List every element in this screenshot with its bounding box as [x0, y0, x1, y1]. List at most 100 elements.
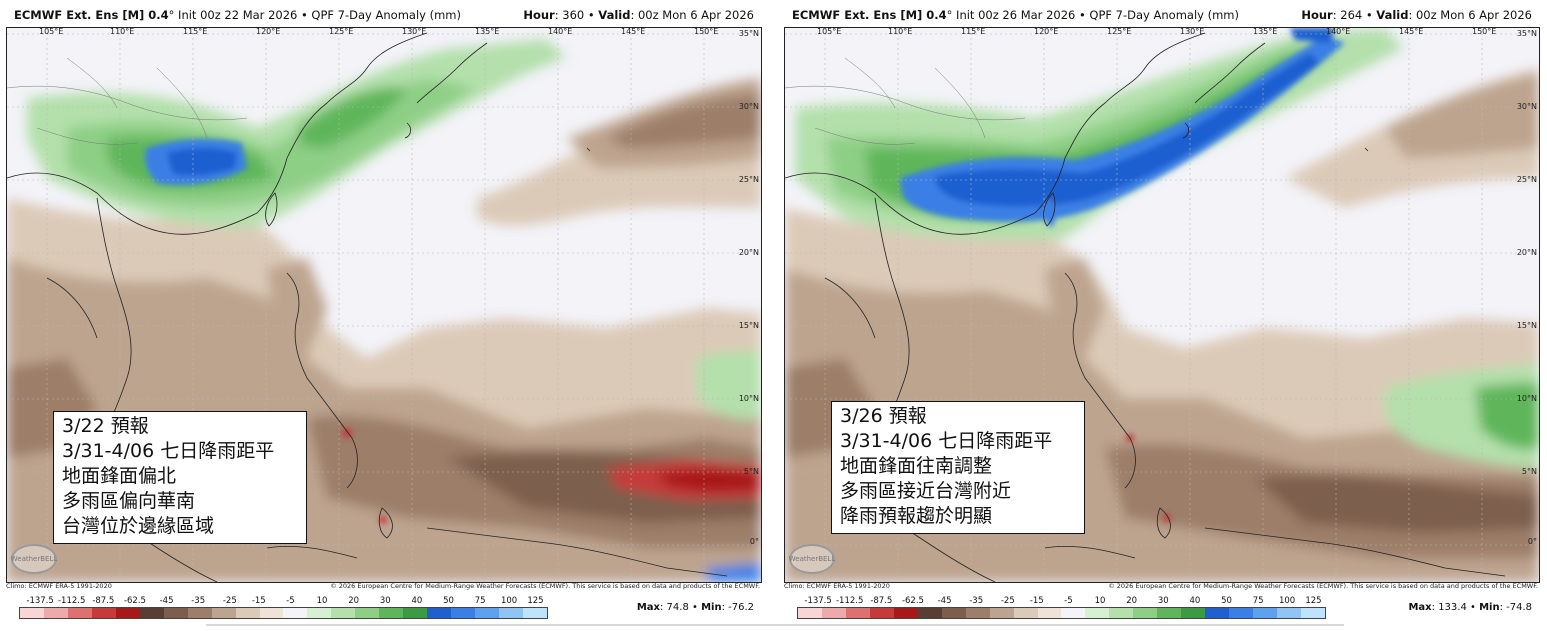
tick-label: 50	[1221, 596, 1232, 606]
tick-label: 125	[527, 596, 544, 606]
note-line: 3/31-4/06 七日降雨距平	[840, 430, 1053, 452]
max-label: Max	[636, 602, 660, 613]
lon-label: 115°E	[183, 27, 208, 36]
tick-label: -45	[159, 596, 174, 606]
tick-label: -5	[286, 596, 295, 606]
lon-label: 130°E	[402, 27, 427, 36]
note-line: 3/31-4/06 七日降雨距平	[62, 440, 275, 462]
tick-label: -35	[969, 596, 984, 606]
hour-value: : 360 •	[554, 8, 599, 22]
tick-label: 75	[1252, 596, 1264, 606]
max-min: Max: 74.8 • Min: -76.2	[637, 602, 754, 613]
tick-label: -62.5	[901, 596, 924, 606]
tick-label: 50	[443, 596, 454, 606]
valid-value: : 00z Mon 6 Apr 2026	[630, 8, 754, 22]
lon-label: 110°E	[110, 27, 135, 36]
tick-label: -112.5	[57, 596, 86, 606]
note-line: 多雨區接近台灣附近	[840, 480, 1012, 502]
tick-label: -15	[1029, 596, 1044, 606]
note-line: 地面鋒面偏北	[62, 465, 177, 487]
lat-label: 10°N	[738, 394, 759, 403]
lon-label: 105°E	[817, 27, 842, 36]
tick-label: -45	[937, 596, 952, 606]
tick-label: -25	[1000, 596, 1015, 606]
tick-label: 30	[379, 596, 391, 606]
init-info: ° Init 00z 26 Mar 2026 • QPF 7-Day Anoma…	[946, 8, 1239, 22]
lat-label: 25°N	[738, 175, 759, 184]
lat-label: 30°N	[1516, 102, 1537, 111]
map-panel-left: ECMWF Ext. Ens [M] 0.4° Init 00z 22 Mar …	[0, 0, 762, 631]
lat-label: 30°N	[738, 102, 759, 111]
tick-label: -62.5	[123, 596, 146, 606]
valid-label: Valid	[598, 8, 631, 22]
tick-label: 100	[1278, 596, 1296, 606]
climo-text: Climo: ECMWF ERA-5 1991-2020	[6, 582, 112, 590]
anomaly-map: 105°E 110°E 115°E 120°E 125°E 130°E 135°…	[6, 27, 762, 583]
colorbar	[19, 607, 548, 619]
note-line: 降雨預報趨於明顯	[840, 505, 993, 527]
note-line: 多雨區偏向華南	[62, 490, 196, 512]
model-name: ECMWF Ext. Ens [M] 0.4	[792, 8, 947, 22]
model-name: ECMWF Ext. Ens [M] 0.4	[14, 8, 169, 22]
note-line: 3/26 預報	[840, 405, 927, 427]
lat-label: 20°N	[738, 248, 759, 257]
panel-header: ECMWF Ext. Ens [M] 0.4° Init 00z 22 Mar …	[0, 8, 762, 26]
note-line: 3/22 預報	[62, 415, 149, 437]
weatherbell-logo: WeatherBELL	[11, 544, 57, 574]
lat-label: 5°N	[1521, 467, 1537, 476]
tick-label: -25	[222, 596, 237, 606]
map-panel-right: ECMWF Ext. Ens [M] 0.4° Init 00z 26 Mar …	[778, 0, 1540, 631]
valid-value: : 00z Mon 6 Apr 2026	[1408, 8, 1532, 22]
lat-label: 0°	[749, 537, 759, 546]
hour-label: Hour	[1301, 8, 1333, 22]
lat-label: 25°N	[1516, 175, 1537, 184]
init-info: ° Init 00z 22 Mar 2026 • QPF 7-Day Anoma…	[168, 8, 461, 22]
lat-label: 0°	[1527, 537, 1537, 546]
tick-label: 30	[1157, 596, 1169, 606]
lon-label: 115°E	[961, 27, 986, 36]
lon-label: 145°E	[1399, 27, 1424, 36]
note-line: 地面鋒面往南調整	[840, 455, 993, 477]
forecast-note: 3/22 預報 3/31-4/06 七日降雨距平 地面鋒面偏北 多雨區偏向華南 …	[53, 411, 307, 544]
tick-label: 10	[316, 596, 328, 606]
tick-label: -87.5	[870, 596, 893, 606]
lon-label: 135°E	[475, 27, 500, 36]
lon-label: 150°E	[694, 27, 719, 36]
max-value: : 74.8 •	[660, 602, 702, 613]
lon-label: 125°E	[1107, 27, 1132, 36]
max-min: Max: 133.4 • Min: -74.8	[1408, 602, 1532, 613]
max-value: : 133.4 •	[1431, 602, 1480, 613]
tick-label: -87.5	[92, 596, 115, 606]
lat-label: 20°N	[1516, 248, 1537, 257]
lon-label: 150°E	[1472, 27, 1497, 36]
min-value: : -74.8	[1499, 602, 1532, 613]
tick-label: -15	[251, 596, 266, 606]
colorbar	[797, 607, 1326, 619]
tick-label: -137.5	[26, 596, 54, 606]
min-value: : -76.2	[721, 602, 754, 613]
tick-label: 125	[1305, 596, 1322, 606]
tick-label: -137.5	[804, 596, 832, 606]
lat-label: 15°N	[738, 321, 759, 330]
tick-label: -35	[191, 596, 206, 606]
copyright-text: © 2026 European Centre for Medium-Range …	[1108, 582, 1538, 590]
lon-label: 110°E	[888, 27, 913, 36]
lon-label: 105°E	[39, 27, 64, 36]
lon-label: 140°E	[548, 27, 573, 36]
lon-label: 140°E	[1326, 27, 1351, 36]
lat-label: 5°N	[743, 467, 759, 476]
lat-label: 15°N	[1516, 321, 1537, 330]
valid-label: Valid	[1376, 8, 1409, 22]
min-label: Min	[701, 602, 722, 613]
hour-value: : 264 •	[1332, 8, 1377, 22]
copyright-text: © 2026 European Centre for Medium-Range …	[330, 582, 760, 590]
tick-label: 20	[348, 596, 360, 606]
note-line: 台灣位於邊緣區域	[62, 515, 215, 537]
tick-label: -112.5	[835, 596, 864, 606]
panel-header: ECMWF Ext. Ens [M] 0.4° Init 00z 26 Mar …	[778, 8, 1540, 26]
lon-label: 120°E	[1034, 27, 1059, 36]
lat-label: 35°N	[738, 29, 759, 38]
divider	[206, 624, 1344, 626]
climo-text: Climo: ECMWF ERA-5 1991-2020	[784, 582, 890, 590]
tick-label: 75	[474, 596, 486, 606]
